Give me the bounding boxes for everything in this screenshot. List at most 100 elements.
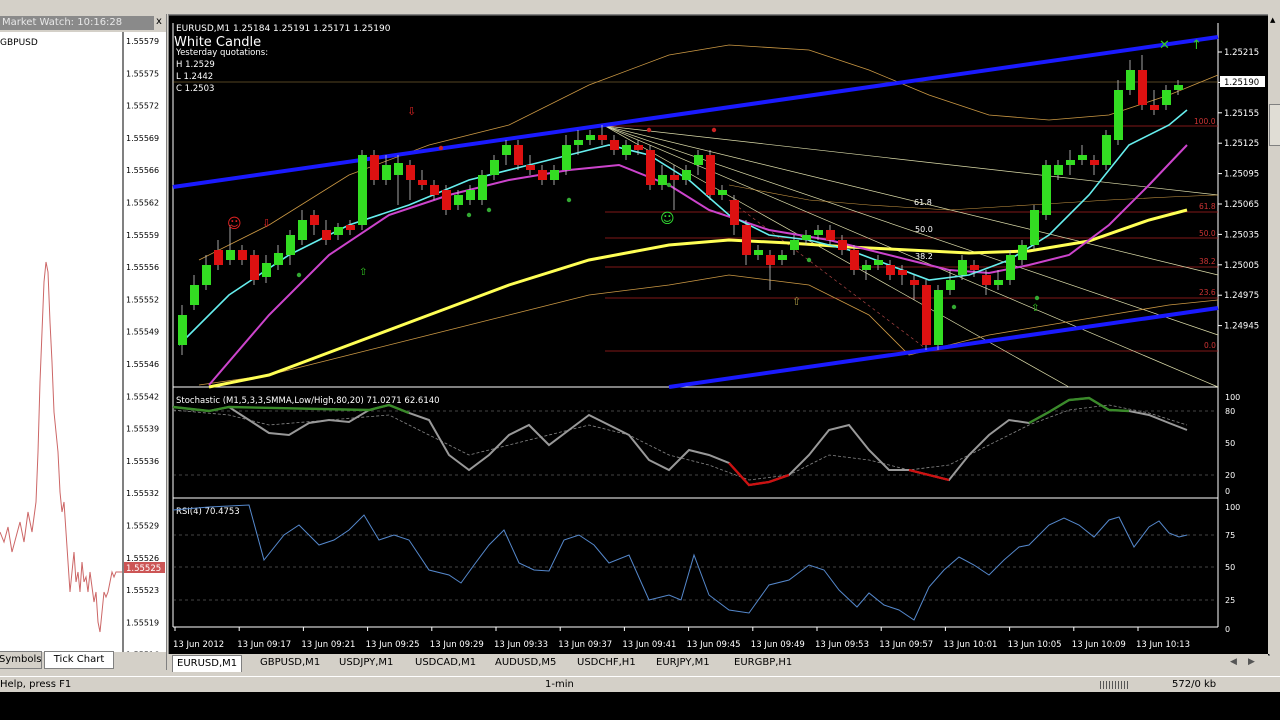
candle <box>1078 145 1087 165</box>
tab-symbols[interactable]: Symbols <box>0 651 42 669</box>
candle <box>1102 130 1111 170</box>
smiley-icon: ☺ <box>227 216 242 232</box>
market-watch-tabs: Symbols Tick Chart <box>0 651 166 669</box>
tab-usdjpy-m1[interactable]: USDJPY,M1 <box>339 657 394 668</box>
time-label: 13 Jun 09:25 <box>366 640 420 650</box>
tab-gbpusd-m1[interactable]: GBPUSD,M1 <box>260 657 321 668</box>
candle <box>274 245 283 270</box>
chart-window[interactable]: EURUSD,M1 1.25184 1.25191 1.25171 1.2519… <box>168 14 1270 656</box>
tab-eurgbp-h1[interactable]: EURGBP,H1 <box>734 657 793 668</box>
current-price: 1.25190 <box>1224 78 1259 88</box>
candle <box>394 155 403 205</box>
tab-usdcad-m1[interactable]: USDCAD,M1 <box>415 657 477 668</box>
price-label: 1.55552 <box>126 295 159 304</box>
stochastic-levels-lines <box>173 410 1218 476</box>
signal-dot <box>438 145 444 151</box>
price-label: 1.55542 <box>126 392 159 401</box>
candle <box>1138 55 1147 110</box>
price-label: 1.55539 <box>126 425 159 434</box>
candle <box>610 135 619 155</box>
candle <box>382 155 391 185</box>
candle <box>454 190 463 210</box>
rsi-label: RSI(4) 70.4753 <box>176 507 240 517</box>
candle <box>478 170 487 205</box>
price-label: 1.55556 <box>126 263 159 272</box>
rsi-level-0: 0 <box>1225 625 1230 634</box>
price-label: 1.24975 <box>1224 291 1259 301</box>
price-label: 1.25125 <box>1224 139 1259 149</box>
candle <box>1114 80 1123 145</box>
market-watch-title: Market Watch: 10:16:28 <box>0 16 154 30</box>
chart-header: EURUSD,M1 1.25184 1.25191 1.25171 1.2519… <box>176 24 391 34</box>
candle <box>442 185 451 215</box>
candle <box>250 250 259 285</box>
price-label: 1.55562 <box>126 199 159 208</box>
scroll-up-icon[interactable]: ▲ <box>1270 16 1276 24</box>
candle <box>754 245 763 260</box>
stoch-level-80: 80 <box>1225 407 1235 416</box>
price-label: 1.25155 <box>1224 109 1259 119</box>
scroll-thumb[interactable] <box>1269 104 1280 146</box>
signal-dot <box>566 197 572 203</box>
candle <box>202 255 211 290</box>
rsi-level-50: 50 <box>1225 563 1235 572</box>
stochastic-overbought <box>172 403 410 415</box>
candle <box>514 140 523 170</box>
status-help: Help, press F1 <box>0 679 72 690</box>
status-bar: Help, press F1 1-min 572/0 kb <box>0 676 1280 693</box>
candle <box>370 150 379 185</box>
candle <box>262 255 271 283</box>
signal-dot <box>646 127 652 133</box>
time-label: 13 Jun 10:09 <box>1072 640 1126 650</box>
fib-center-50: 50.0 <box>915 225 933 234</box>
signal-dot <box>486 207 492 213</box>
candle <box>490 155 499 180</box>
close-chart-icon[interactable]: ✕ <box>1159 38 1170 53</box>
time-label: 13 Jun 09:21 <box>301 640 355 650</box>
tab-audusd-m5[interactable]: AUDUSD,M5 <box>495 657 557 668</box>
candle <box>1030 205 1039 250</box>
main-chart-svg: EURUSD,M1 1.25184 1.25191 1.25171 1.2519… <box>169 14 1269 650</box>
fib-center-382: 38.2 <box>915 252 933 261</box>
candle <box>1018 240 1027 265</box>
tab-eurjpy-m1[interactable]: EURJPY,M1 <box>656 657 710 668</box>
candle <box>778 250 787 265</box>
buy-arrow-icon: ⇧ <box>359 267 367 278</box>
candle <box>598 125 607 145</box>
tab-eurusd-m1[interactable]: EURUSD,M1 <box>172 655 243 672</box>
buy-arrow-icon: ⇧ <box>1031 303 1039 314</box>
candle <box>682 165 691 185</box>
price-label: 1.55546 <box>126 360 159 369</box>
candle <box>526 155 535 175</box>
candle <box>238 245 247 265</box>
price-scale: 1.252151.251851.251551.251251.250951.250… <box>1218 48 1259 332</box>
candle <box>574 130 583 155</box>
candle <box>706 150 715 200</box>
yesterday-label: Yesterday quotations: <box>175 48 268 58</box>
candle <box>1054 160 1063 180</box>
fib-label-50: 50.0 <box>1199 229 1216 238</box>
tab-usdchf-h1[interactable]: USDCHF,H1 <box>577 657 636 668</box>
candle <box>922 280 931 350</box>
stochastic-oversold <box>908 468 950 482</box>
smiley-icon: ☺ <box>660 211 675 227</box>
candle <box>430 180 439 200</box>
candle <box>982 270 991 295</box>
candle <box>814 225 823 240</box>
fibonacci-levels: 100.0 61.8 50.0 38.2 23.6 0.0 61.8 50.0 … <box>605 117 1218 352</box>
tab-tick-chart[interactable]: Tick Chart <box>44 651 114 669</box>
time-label: 13 Jun 09:33 <box>494 640 548 650</box>
right-scrollbar[interactable]: ▲ <box>1268 14 1280 654</box>
candle <box>562 135 571 175</box>
close-icon[interactable]: x <box>156 16 162 27</box>
price-label: 1.55549 <box>126 328 159 337</box>
rsi-line <box>172 504 1188 621</box>
tab-scroll-right-icon[interactable]: ▶ <box>1248 657 1255 667</box>
candle <box>310 210 319 235</box>
tab-scroll-left-icon[interactable]: ◀ <box>1230 657 1237 667</box>
candle <box>970 260 979 277</box>
tick-chart: GBPUSD 1.55579 1.55575 1.55572 1.55569 1.555… <box>0 32 166 660</box>
signal-dot <box>951 304 957 310</box>
connection-bars-icon <box>1100 681 1128 689</box>
market-watch-panel: Market Watch: 10:16:28 x GBPUSD 1.55579 1… <box>0 14 167 670</box>
